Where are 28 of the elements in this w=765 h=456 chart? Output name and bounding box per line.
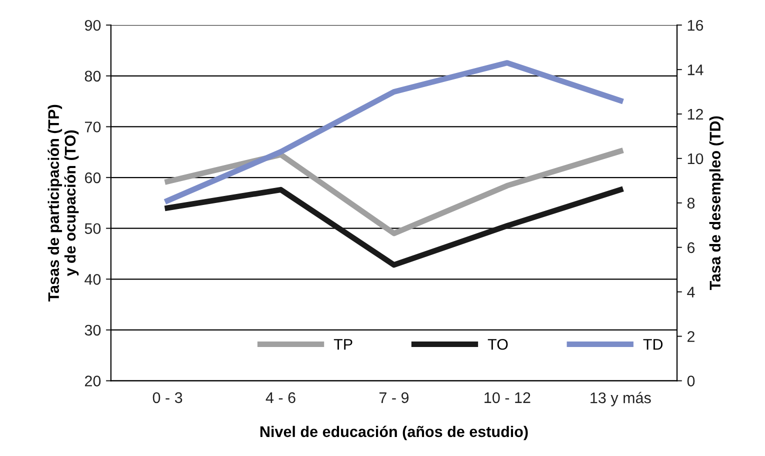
y2-tick-label: 4 [687,286,695,298]
y-tick-label: 70 [84,122,101,132]
x-tick-label: 13 y más [590,392,651,406]
y2-tick-label: 2 [688,331,694,342]
x-axis-title: Nivel de educación (años de estudio) [260,426,528,440]
y2-tick-label: 12 [688,108,703,120]
y2-tick-label: 10 [688,153,704,164]
x-tick-label: 10 - 12 [484,392,530,404]
y2-tick-label: 6 [688,242,695,254]
y-tick-label: 20 [84,376,101,386]
x-tick-label: 7 - 9 [379,392,409,404]
y2-tick-label: 8 [687,198,695,209]
legend-label: TP [334,339,352,350]
y2-axis-title: Tasa de desempleo (TD) [709,116,724,290]
y-tick-label: 30 [84,324,101,336]
y2-tick-label: 16 [688,20,704,31]
x-tick-label: 0 - 3 [152,392,182,404]
y2-tick-label: 14 [688,64,704,76]
y-tick-label: 80 [84,70,101,82]
y-axis-title: Tasas de participación (TP) y de ocupación (TO) [48,104,79,302]
y-tick-label: 50 [84,223,101,234]
legend-label: TD [643,339,663,350]
y-tick-label: 90 [84,20,101,31]
y-tick-label: 60 [84,172,101,184]
x-tick-label: 4 - 6 [266,392,296,404]
legend-label: TO [488,338,508,350]
y-tick-label: 40 [84,274,101,285]
y2-tick-label: 0 [687,376,695,386]
